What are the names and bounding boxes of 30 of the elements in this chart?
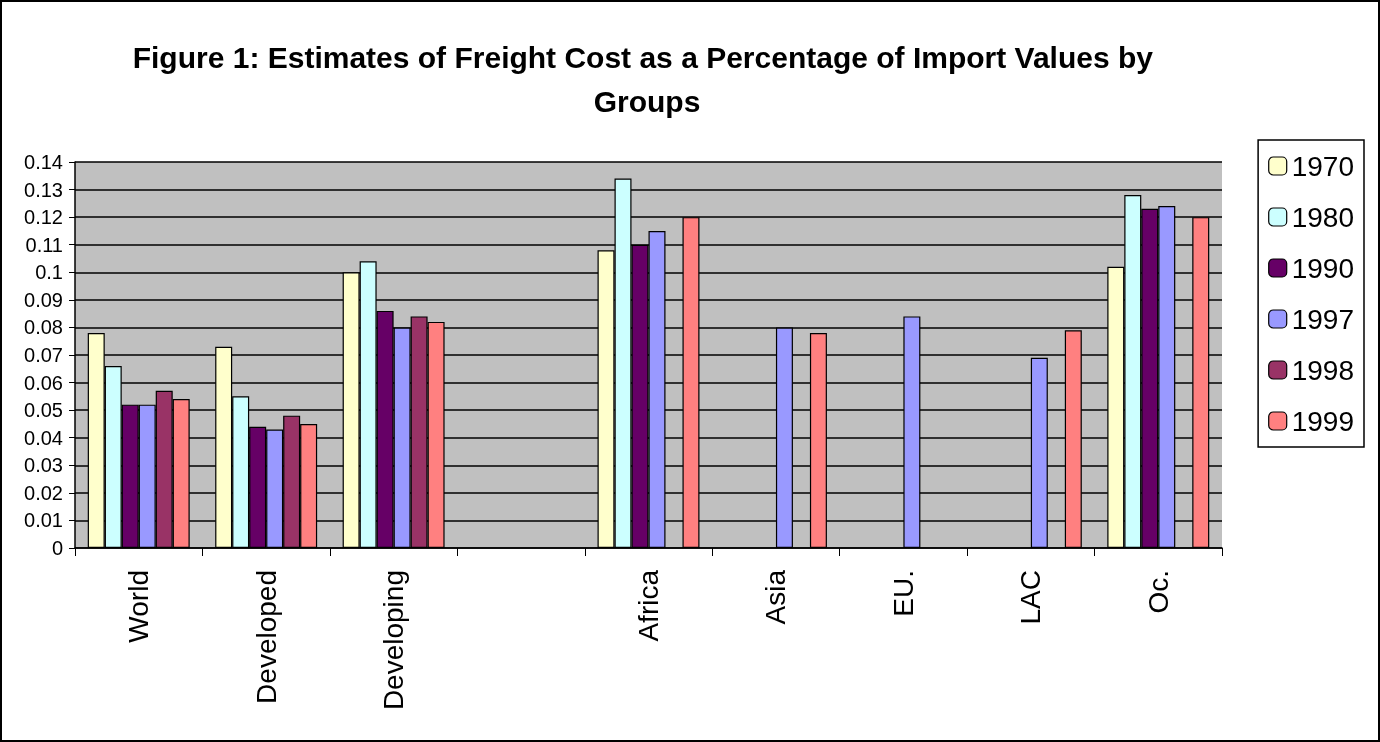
y-tick-label: 0.07	[24, 344, 63, 366]
y-tick-label: 0.05	[24, 399, 63, 422]
y-tick-label: 0.14	[24, 151, 63, 173]
legend-label: 1999	[1291, 405, 1355, 437]
y-tick-label: 0.12	[24, 206, 63, 229]
x-tick-label: Developed	[250, 570, 282, 704]
legend-label: 1990	[1291, 252, 1355, 284]
x-tick-label: Asia	[760, 569, 792, 625]
x-tick-label: Africa	[633, 569, 664, 642]
y-tick-label: 0.06	[24, 371, 63, 394]
x-tick-label: LAC	[1015, 570, 1047, 625]
legend-label: 1998	[1291, 354, 1355, 386]
y-tick-label: 0.09	[24, 288, 63, 311]
y-tick-label: 0.03	[24, 454, 63, 477]
y-tick-label: 0.13	[24, 178, 63, 201]
legend-label: 1970	[1291, 150, 1355, 182]
chart-title: Figure 1: Estimates of Freight Cost as a Percentage of Import Values by Groups	[132, 40, 1162, 118]
y-tick-label: 0	[51, 537, 63, 559]
x-tick-label: Developing	[378, 570, 410, 711]
y-tick-label: 0.08	[24, 316, 63, 339]
y-tick-label: 0.11	[25, 233, 63, 256]
legend-label: 1997	[1291, 303, 1355, 335]
y-tick-label: 0.01	[24, 509, 63, 532]
x-tick-label: Oc.	[1142, 570, 1174, 614]
x-tick-label: World	[123, 570, 155, 643]
legend-label: 1980	[1291, 201, 1355, 233]
y-tick-label: 0.02	[24, 481, 63, 504]
x-tick-label: EU.	[887, 570, 919, 617]
y-tick-label: 0.1	[35, 261, 63, 284]
y-tick-label: 0.04	[24, 426, 63, 449]
